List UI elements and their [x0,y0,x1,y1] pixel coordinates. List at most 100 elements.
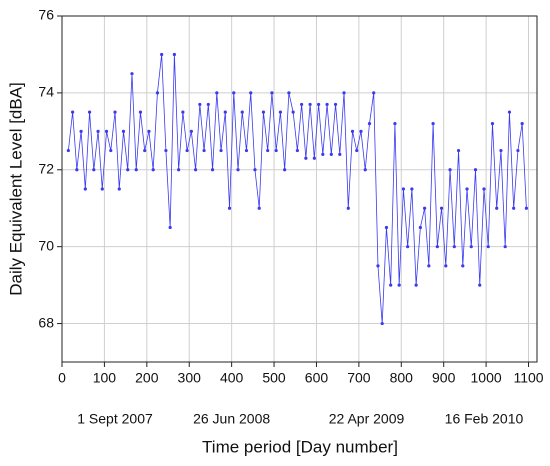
data-point [236,168,240,172]
data-point [219,148,223,153]
data-point [321,152,325,156]
data-point [134,168,138,172]
data-point [469,245,473,249]
data-point [291,110,295,114]
data-point [473,168,478,172]
data-point [346,206,350,210]
data-point [244,148,249,153]
x-tick-label: 400 [220,370,244,386]
x-axis-label: Time period [Day number] [202,437,398,456]
y-tick-label: 72 [38,160,54,176]
data-point [96,129,100,133]
data-point [75,168,79,172]
data-point [516,148,520,153]
data-point [240,110,244,114]
y-tick-label: 74 [38,84,54,100]
data-point [185,148,189,153]
data-point [359,129,363,133]
data-point [168,225,172,230]
data-point [210,168,215,172]
data-point [227,206,232,210]
y-tick-label: 76 [38,7,54,23]
y-tick-label: 70 [38,237,54,253]
data-point [278,110,283,114]
data-point [410,187,414,191]
data-point [206,102,210,107]
data-point [104,129,109,133]
data-point [363,168,367,172]
data-point [147,129,151,133]
data-point [423,206,427,210]
data-point [160,52,164,57]
data-point [87,110,92,114]
data-line [67,54,527,324]
data-point [202,148,206,153]
data-point [325,102,329,107]
data-point [372,91,376,95]
data-point [79,129,83,133]
data-point [312,156,316,160]
data-point [274,148,278,153]
data-point [465,187,469,191]
data-point [304,156,308,160]
date-label: 22 Apr 2009 [329,411,405,427]
data-point [113,110,117,114]
data-point [143,148,147,153]
data-point [126,168,130,172]
data-point [397,283,401,287]
x-tick-label: 0 [58,370,66,386]
data-point [393,122,397,126]
data-point [478,283,482,287]
data-point [333,102,338,107]
data-point [261,110,266,114]
data-point [414,283,418,287]
data-point [389,283,393,287]
x-tick-label: 500 [262,370,286,386]
data-point [431,122,435,126]
x-tick-label: 900 [432,370,456,386]
data-point [66,148,70,153]
data-point [117,187,121,191]
data-point [164,148,168,153]
data-point [270,91,274,95]
data-point [266,148,270,153]
data-point [350,129,355,133]
x-tick-label: 600 [305,370,329,386]
data-point [100,187,104,191]
data-point [435,245,439,249]
data-point [223,110,227,114]
data-point [503,245,507,249]
data-point [520,122,524,126]
date-label: 26 Jun 2008 [193,411,270,427]
x-tick-label: 1100 [513,370,543,386]
data-point [151,168,155,172]
data-point [249,91,253,95]
data-point [338,152,342,156]
data-point [130,72,134,76]
data-point [300,102,304,107]
data-point [92,168,96,172]
data-point [193,168,198,172]
data-point [367,122,372,126]
data-point [109,148,113,153]
data-point [427,264,431,268]
data-point [177,168,181,172]
data-point [380,321,384,326]
data-point [253,168,257,172]
data-point [316,102,321,107]
data-point [439,206,444,210]
y-tick-label: 68 [38,314,54,330]
data-point [308,102,312,107]
data-point [121,129,126,133]
y-axis-label: Daily Equivalent Level [dBA] [6,82,25,296]
data-point [232,91,236,95]
data-point [456,148,461,153]
data-point [71,110,75,114]
data-point [452,245,456,249]
data-point [512,206,516,210]
x-tick-label: 1000 [471,370,502,386]
data-point [355,148,359,153]
data-point [490,122,495,126]
date-label: 16 Feb 2010 [445,411,524,427]
